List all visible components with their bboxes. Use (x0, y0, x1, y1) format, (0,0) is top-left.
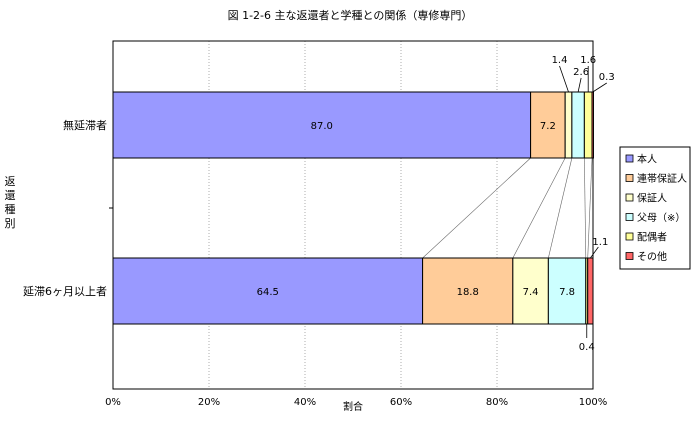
bar-segment (512, 257, 549, 325)
data-label: 0.4 (579, 342, 595, 353)
legend-box (619, 146, 691, 270)
bar-segment (564, 91, 573, 159)
x-tick-label: 40% (294, 397, 316, 408)
data-label: 1.1 (592, 237, 608, 248)
x-tick-label: 60% (390, 397, 412, 408)
category-label: 延滞6ヶ月以上者 (23, 285, 107, 298)
data-label: 18.8 (457, 287, 479, 298)
connector-line (587, 157, 593, 259)
leader-line (590, 246, 599, 259)
data-labels: 87.0 7.2 1.4 2.61.60.3 64.5 18.8 7.4 7.8 0.4 1.1 (257, 55, 615, 353)
data-label: 0.3 (599, 72, 615, 83)
legend-label: 本人 (637, 153, 657, 166)
x-tick-label: 80% (486, 397, 508, 408)
series-connectors (422, 157, 593, 259)
bar-segment (422, 257, 514, 325)
legend-swatch (625, 154, 634, 163)
legend-swatch (625, 232, 634, 241)
bar-segment (571, 91, 585, 159)
data-label: 87.0 (311, 121, 333, 132)
legend-label: 保証人 (637, 192, 667, 205)
legend-label: 父母（※） (637, 212, 685, 224)
legend-swatch (625, 213, 634, 221)
bar-segment (587, 257, 594, 325)
bar-segment (112, 257, 424, 325)
data-label: 1.6 (580, 55, 596, 66)
bars (112, 91, 594, 325)
legend-label: その他 (637, 250, 667, 263)
data-label: 7.2 (540, 121, 556, 132)
data-label: 64.5 (257, 287, 279, 298)
connector-line (584, 157, 587, 259)
chart-title: 図 1-2-6 主な返還者と学種との関係（専修専門） (228, 8, 473, 22)
legend-swatch (625, 252, 634, 260)
data-label: 2.6 (573, 67, 589, 78)
legend-label: 連帯保証人 (637, 172, 687, 185)
connector-line (422, 157, 531, 259)
legend-swatch (625, 193, 634, 202)
connector-line (512, 157, 566, 259)
leader-line (592, 82, 607, 93)
data-label: 7.4 (523, 287, 539, 298)
x-tick-label: 20% (198, 397, 220, 408)
bar-segment (547, 257, 587, 325)
x-axis-ticks: 0% 20% 40% 60% 80% 100% (105, 397, 607, 408)
plot-area-border (112, 40, 594, 390)
bar-segment (583, 91, 593, 159)
leader-line (559, 65, 569, 93)
y-axis-label: 返還種別 (5, 175, 16, 230)
x-axis-label: 割合 (343, 400, 363, 413)
bar-segment (591, 91, 594, 159)
leader-line (577, 77, 582, 93)
connector-line (548, 157, 573, 259)
x-tick-label: 100% (579, 397, 608, 408)
data-label: 1.4 (552, 55, 568, 66)
legend-label: 配偶者 (637, 231, 667, 244)
legend-swatch (625, 174, 634, 182)
bar-segment (112, 91, 532, 159)
category-label: 無延滞者 (63, 118, 107, 132)
data-label: 7.8 (559, 287, 575, 298)
bar-segment (530, 91, 566, 159)
x-tick-label: 0% (105, 397, 121, 408)
